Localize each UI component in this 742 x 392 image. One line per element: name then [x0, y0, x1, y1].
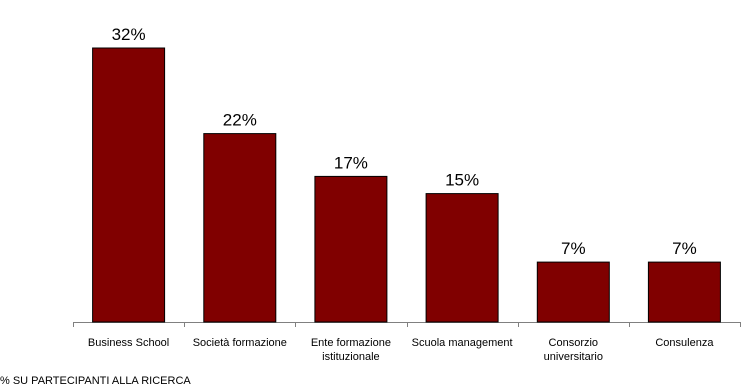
data-label-1: 32% — [112, 25, 146, 44]
category-label-5: Consorzio universitario — [544, 337, 603, 363]
data-label-3: 17% — [334, 153, 368, 172]
bar-4 — [425, 193, 499, 323]
bar-1 — [92, 47, 166, 323]
data-label-4: 15% — [445, 171, 479, 190]
data-label-2: 22% — [223, 111, 257, 130]
category-label-6: Consulenza — [655, 337, 714, 349]
data-label-5: 7% — [561, 239, 586, 258]
category-label-3: Ente formazione istituzionale — [311, 337, 391, 363]
bar-chart: 32% Business School 22% Società formazione 1… — [73, 25, 741, 363]
category-label-2: Società formazione — [193, 337, 287, 349]
category-label-1: Business School — [88, 337, 169, 349]
bar-6 — [647, 261, 721, 323]
bar-3 — [314, 175, 388, 323]
bar-2 — [203, 133, 277, 323]
chart-footnote: % SU PARTECIPANTI ALLA RICERCA — [0, 375, 191, 387]
data-label-6: 7% — [672, 239, 697, 258]
category-label-4: Scuola management — [412, 337, 513, 349]
bar-5 — [536, 261, 610, 323]
